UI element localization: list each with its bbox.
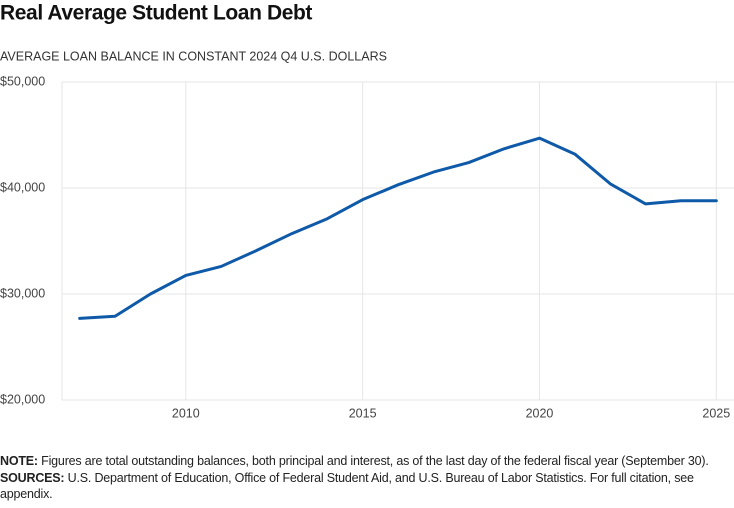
x-tick-label: 2010 — [172, 406, 200, 420]
y-tick-label: $30,000 — [0, 286, 45, 300]
x-tick-label: 2025 — [702, 406, 730, 420]
x-tick-label: 2015 — [349, 406, 377, 420]
data-line — [78, 136, 718, 320]
y-tick-label: $20,000 — [0, 392, 45, 406]
chart: Real Average Student Loan Debt AVERAGE L… — [0, 2, 734, 420]
sources-label: SOURCES: — [0, 470, 65, 485]
notes: NOTE: Figures are total outstanding bala… — [0, 453, 734, 503]
note-label: NOTE: — [0, 454, 38, 468]
chart-subtitle: AVERAGE LOAN BALANCE IN CONSTANT 2024 Q4… — [0, 49, 387, 63]
note: NOTE: Figures are total outstanding bala… — [0, 453, 734, 470]
note-text: Figures are total outstanding balances, … — [41, 454, 709, 468]
y-tick-label: $50,000 — [0, 74, 45, 88]
x-tick-label: 2020 — [526, 406, 554, 420]
y-tick-label: $40,000 — [0, 180, 45, 194]
sources-text: U.S. Department of Education, Office of … — [0, 470, 694, 502]
chart-title: Real Average Student Loan Debt — [0, 2, 312, 25]
sources: SOURCES: U.S. Department of Education, O… — [0, 470, 734, 503]
